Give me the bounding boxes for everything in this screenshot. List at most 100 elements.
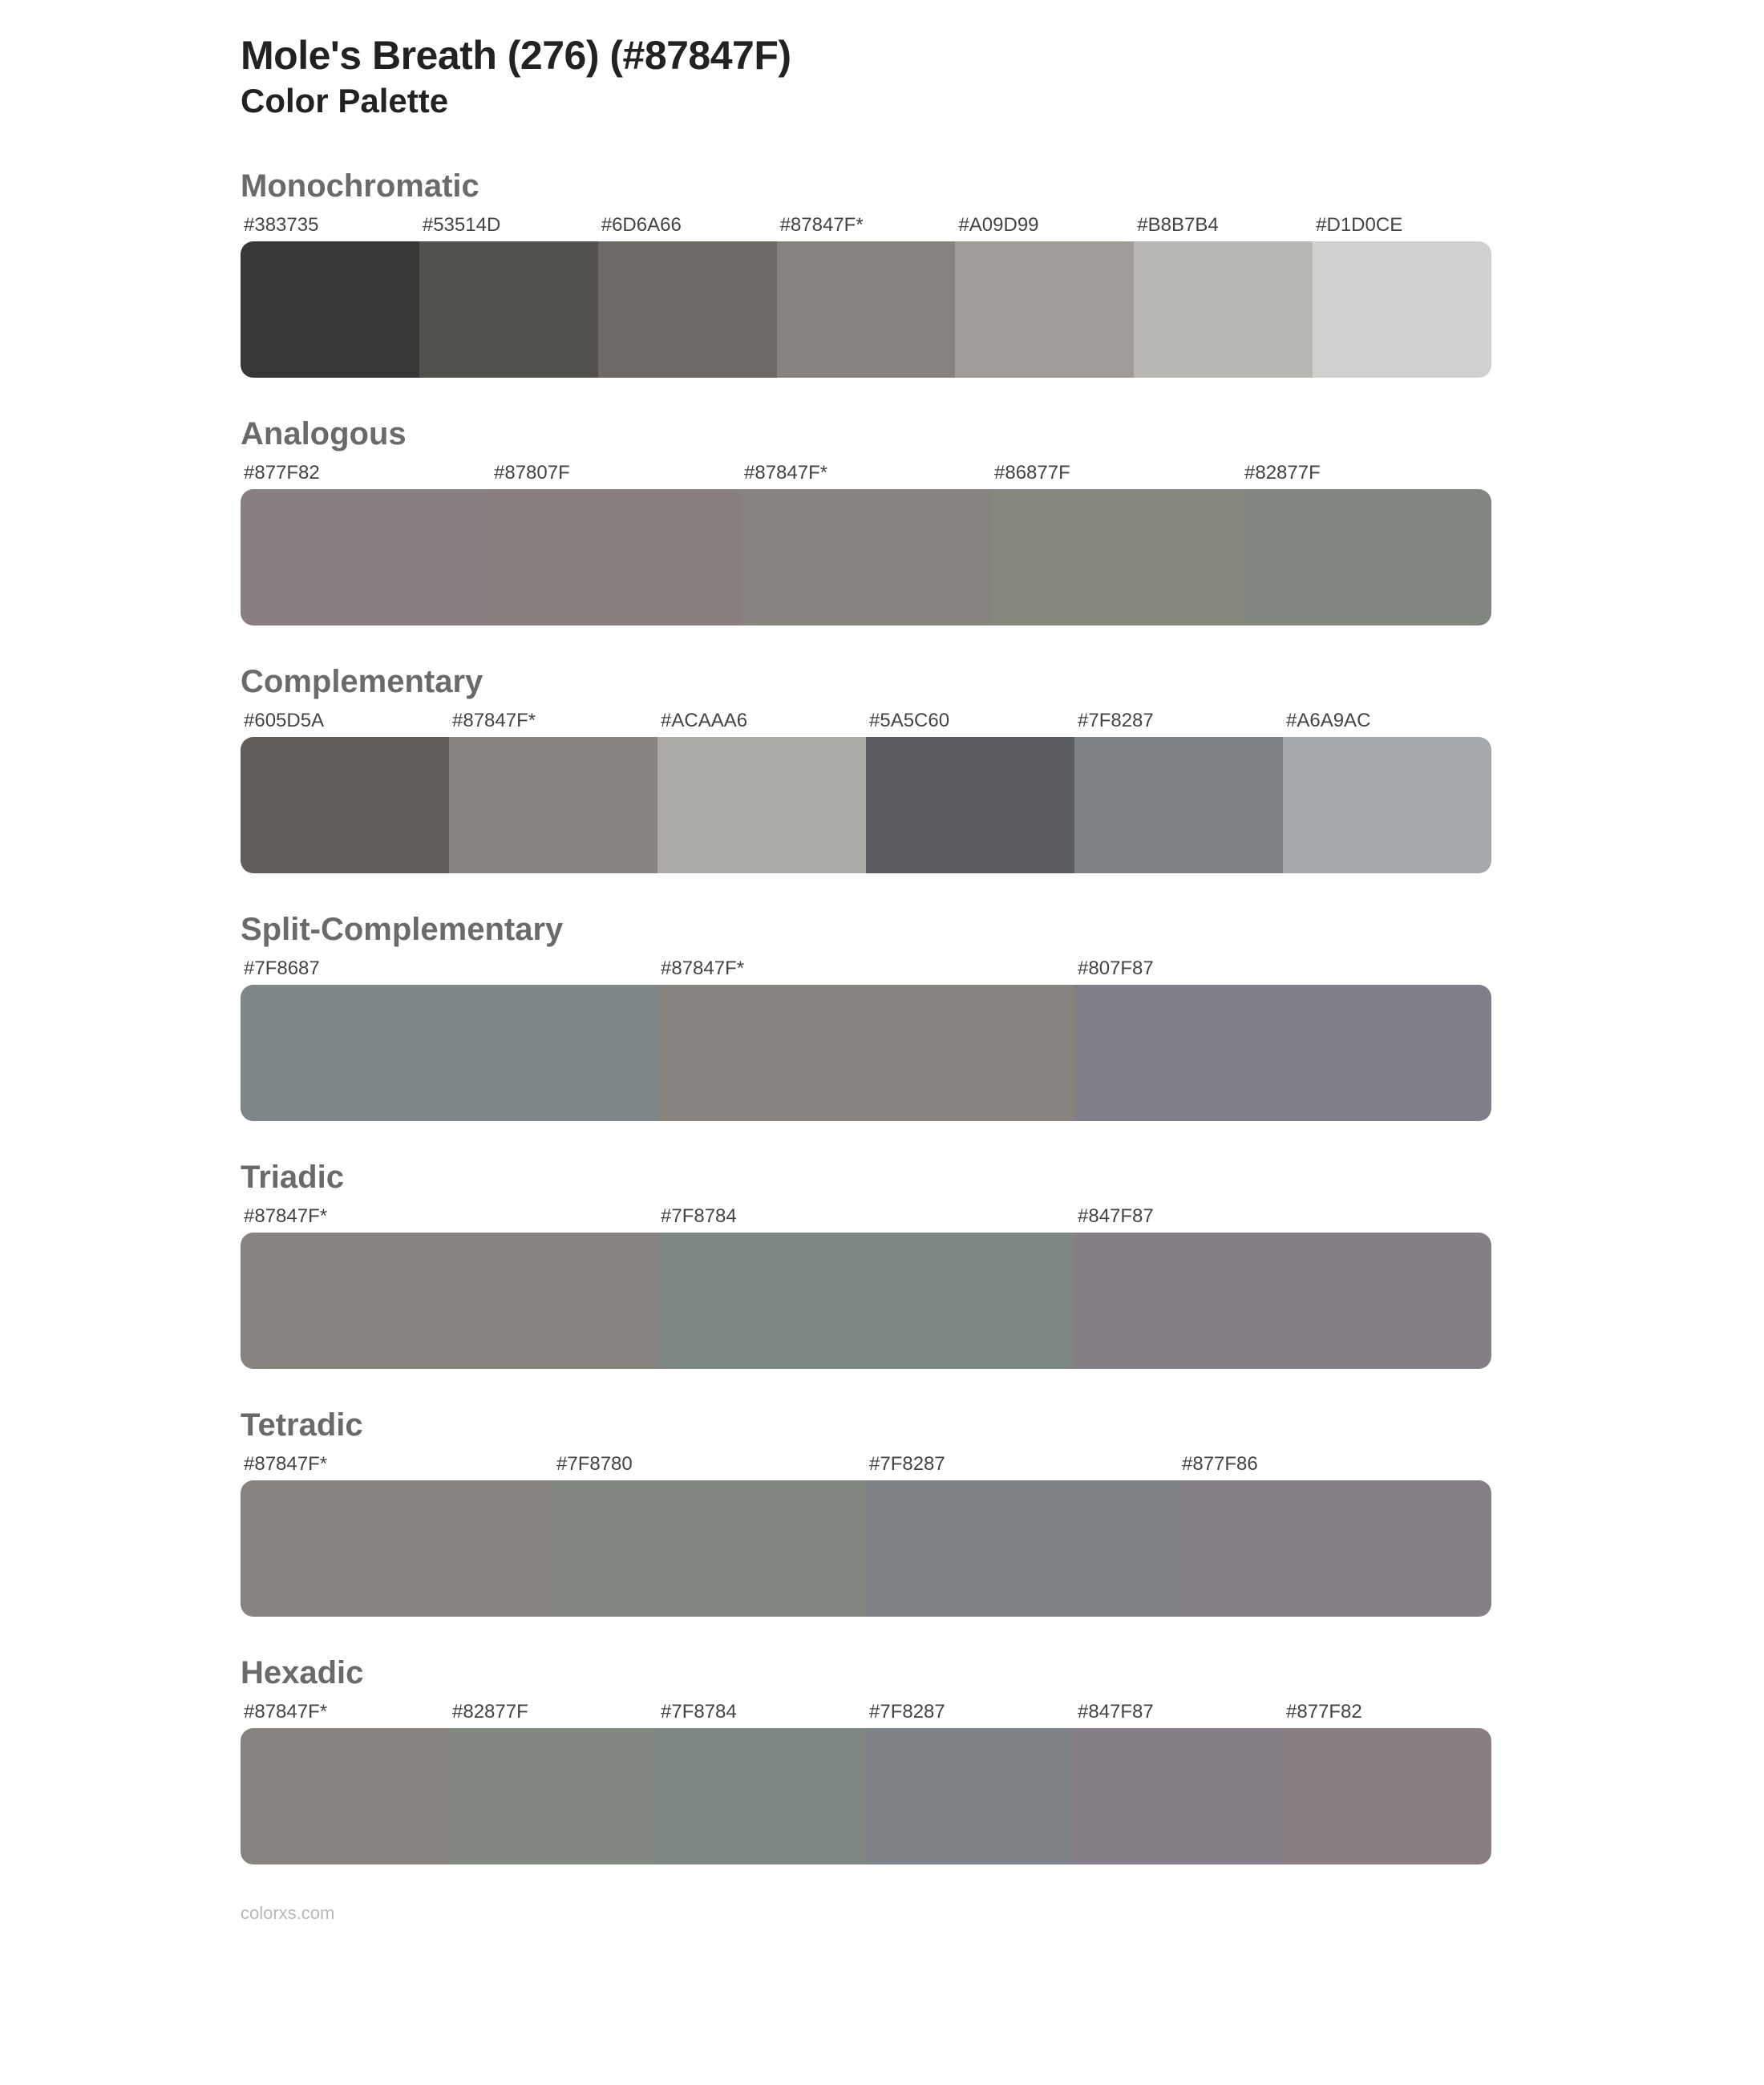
palette-section: Monochromatic #383735#53514D#6D6A66#87847… [241,168,1491,378]
color-swatch [598,241,777,378]
sections-wrapper: Monochromatic#383735#53514D#6D6A66#87847… [241,168,1491,1864]
swatch-row [241,489,1491,626]
swatch-label: #877F86 [1179,1450,1491,1480]
swatch-row [241,737,1491,873]
color-swatch [1241,489,1491,626]
swatch-row [241,1233,1491,1369]
color-swatch [657,1728,866,1864]
swatch-label: #847F87 [1074,1202,1491,1233]
color-swatch [866,737,1074,873]
swatch-labels-row: #877F82#87807F#87847F*#86877F#82877F [241,459,1491,489]
swatch-label: #7F8287 [866,1698,1074,1728]
swatch-label: #7F8784 [657,1202,1074,1233]
swatch-label: #A09D99 [955,211,1134,241]
swatch-label: #877F82 [1283,1698,1491,1728]
color-swatch [1283,737,1491,873]
swatch-label: #87847F* [241,1450,553,1480]
swatch-label: #87847F* [241,1698,449,1728]
color-swatch [777,241,956,378]
swatch-label: #87847F* [657,954,1074,985]
color-swatch [1074,1728,1283,1864]
color-swatch [241,241,419,378]
palette-section: Split-Complementary #7F8687#87847F*#807F8… [241,912,1491,1121]
swatch-label: #605D5A [241,706,449,737]
color-swatch [1179,1480,1491,1617]
swatch-label: #53514D [419,211,598,241]
color-swatch [419,241,598,378]
swatch-label: #87807F [491,459,741,489]
palette-section: Triadic #87847F*#7F8784#847F87 [241,1160,1491,1369]
swatch-label: #5A5C60 [866,706,1074,737]
section-title: Analogous [241,416,1491,452]
swatch-row [241,1480,1491,1617]
color-swatch [657,1233,1074,1369]
swatch-label: #B8B7B4 [1134,211,1313,241]
color-swatch [1074,1233,1491,1369]
swatch-label: #82877F [449,1698,657,1728]
color-swatch [955,241,1134,378]
palette-section: Analogous #877F82#87807F#87847F*#86877F#8… [241,416,1491,626]
swatch-row [241,985,1491,1121]
color-swatch [1283,1728,1491,1864]
color-swatch [1313,241,1491,378]
swatch-labels-row: #605D5A#87847F*#ACAAA6#5A5C60#7F8287#A6A… [241,706,1491,737]
swatch-label: #7F8287 [866,1450,1179,1480]
swatch-labels-row: #383735#53514D#6D6A66#87847F*#A09D99#B8B… [241,211,1491,241]
swatch-label: #383735 [241,211,419,241]
footer-credit: colorxs.com [241,1903,1491,1924]
color-swatch [553,1480,866,1617]
color-swatch [991,489,1241,626]
section-title: Tetradic [241,1407,1491,1443]
swatch-label: #877F82 [241,459,491,489]
swatch-labels-row: #87847F*#7F8780#7F8287#877F86 [241,1450,1491,1480]
swatch-label: #87847F* [741,459,991,489]
swatch-label: #7F8784 [657,1698,866,1728]
swatch-label: #807F87 [1074,954,1491,985]
color-swatch [741,489,991,626]
color-swatch [491,489,741,626]
palette-container: Mole's Breath (276) (#87847F) Color Pale… [241,32,1491,1924]
color-swatch [241,1233,657,1369]
swatch-label: #A6A9AC [1283,706,1491,737]
palette-section: Complementary #605D5A#87847F*#ACAAA6#5A5C… [241,664,1491,873]
swatch-label: #6D6A66 [598,211,777,241]
swatch-labels-row: #87847F*#82877F#7F8784#7F8287#847F87#877… [241,1698,1491,1728]
color-swatch [241,1480,553,1617]
swatch-labels-row: #87847F*#7F8784#847F87 [241,1202,1491,1233]
swatch-label: #87847F* [449,706,657,737]
color-swatch [241,489,491,626]
color-swatch [1074,985,1491,1121]
color-swatch [449,1728,657,1864]
color-swatch [866,1728,1074,1864]
color-swatch [866,1480,1179,1617]
swatch-label: #7F8780 [553,1450,866,1480]
color-swatch [657,985,1074,1121]
page-title: Mole's Breath (276) (#87847F) [241,32,1491,79]
color-swatch [657,737,866,873]
section-title: Triadic [241,1160,1491,1196]
color-swatch [241,1728,449,1864]
color-swatch [1074,737,1283,873]
swatch-row [241,1728,1491,1864]
swatch-labels-row: #7F8687#87847F*#807F87 [241,954,1491,985]
color-swatch [241,985,657,1121]
color-swatch [1134,241,1313,378]
swatch-label: #847F87 [1074,1698,1283,1728]
section-title: Monochromatic [241,168,1491,204]
swatch-label: #87847F* [241,1202,657,1233]
section-title: Complementary [241,664,1491,700]
palette-section: Hexadic #87847F*#82877F#7F8784#7F8287#847… [241,1655,1491,1864]
palette-section: Tetradic #87847F*#7F8780#7F8287#877F86 [241,1407,1491,1617]
swatch-row [241,241,1491,378]
section-title: Hexadic [241,1655,1491,1691]
color-swatch [241,737,449,873]
swatch-label: #D1D0CE [1313,211,1491,241]
swatch-label: #87847F* [777,211,956,241]
swatch-label: #82877F [1241,459,1491,489]
page-subtitle: Color Palette [241,82,1491,120]
swatch-label: #ACAAA6 [657,706,866,737]
swatch-label: #86877F [991,459,1241,489]
swatch-label: #7F8687 [241,954,657,985]
swatch-label: #7F8287 [1074,706,1283,737]
section-title: Split-Complementary [241,912,1491,948]
